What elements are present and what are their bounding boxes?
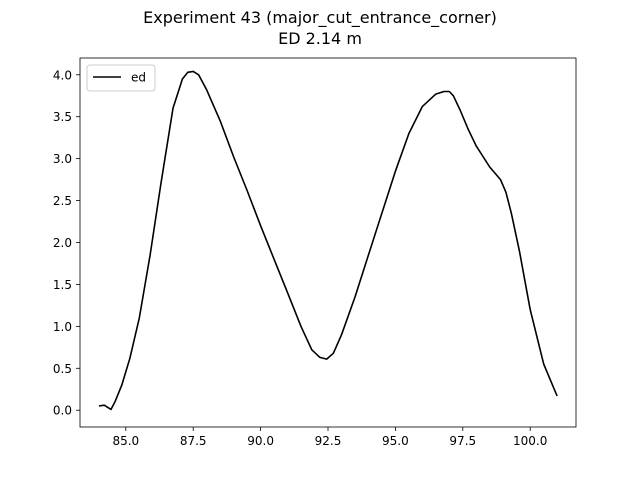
x-tick-label: 85.0 xyxy=(112,434,139,448)
chart-title: Experiment 43 (major_cut_entrance_corner… xyxy=(143,8,497,27)
legend: ed xyxy=(86,64,156,92)
y-tick-label: 3.5 xyxy=(53,110,72,124)
y-tick-label: 4.0 xyxy=(53,68,72,82)
x-tick-label: 95.0 xyxy=(382,434,409,448)
chart-subtitle: ED 2.14 m xyxy=(278,29,362,48)
y-tick-label: 3.0 xyxy=(53,152,72,166)
legend-box xyxy=(86,64,156,92)
x-tick-label: 97.5 xyxy=(449,434,476,448)
x-tick-label: 90.0 xyxy=(247,434,274,448)
x-tick-label: 92.5 xyxy=(315,434,342,448)
x-tick-label: 100.0 xyxy=(513,434,547,448)
x-tick-label: 87.5 xyxy=(180,434,207,448)
axes-frame xyxy=(79,57,577,428)
y-tick-label: 1.0 xyxy=(53,320,72,334)
plot-area xyxy=(79,57,577,428)
y-tick-label: 1.5 xyxy=(53,278,72,292)
y-tick-label: 2.0 xyxy=(53,236,72,250)
x-axis: 85.0 87.5 90.0 92.5 95.0 97.5 100.0 xyxy=(112,427,547,448)
y-axis: 0.0 0.5 1.0 1.5 2.0 2.5 3.0 3.5 4.0 xyxy=(53,68,80,418)
legend-label: ed xyxy=(131,71,146,85)
y-tick-label: 2.5 xyxy=(53,194,72,208)
y-tick-label: 0.0 xyxy=(53,404,72,418)
series-line-ed xyxy=(98,70,558,411)
y-tick-label: 0.5 xyxy=(53,362,72,376)
